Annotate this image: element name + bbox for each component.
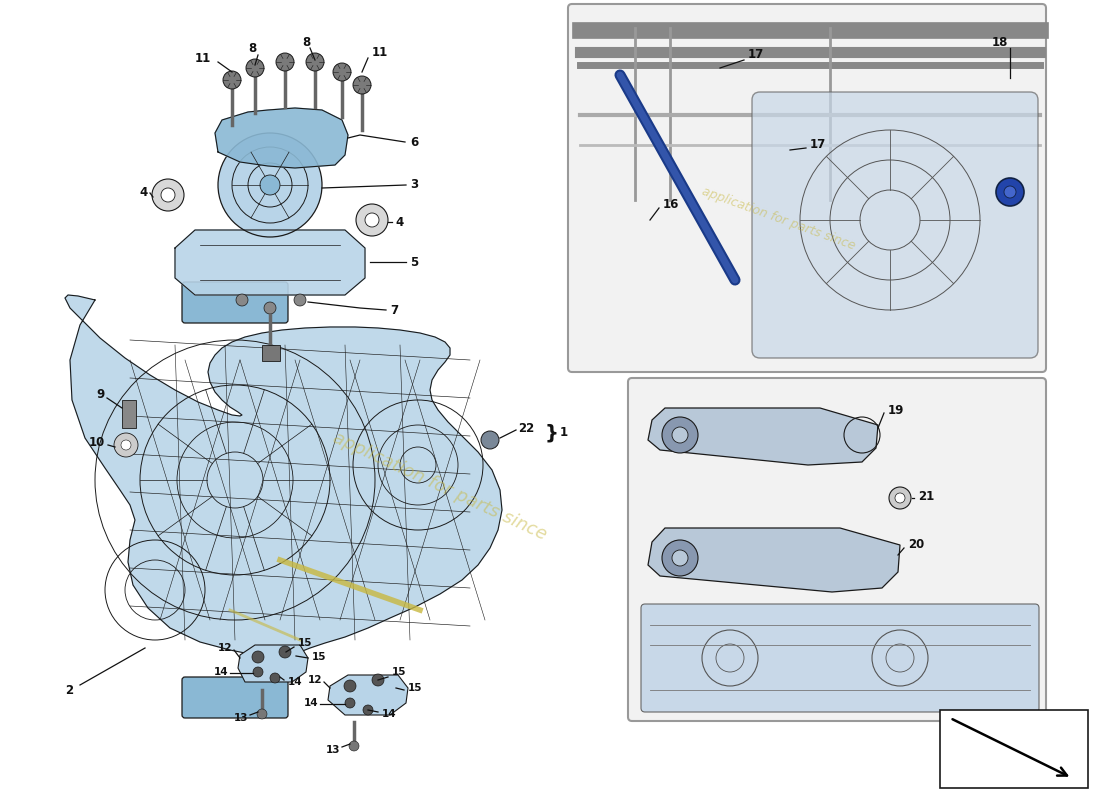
Polygon shape — [214, 108, 348, 168]
Circle shape — [121, 440, 131, 450]
FancyBboxPatch shape — [628, 378, 1046, 721]
Circle shape — [270, 673, 280, 683]
FancyBboxPatch shape — [641, 604, 1040, 712]
Circle shape — [264, 302, 276, 314]
Circle shape — [333, 63, 351, 81]
Text: 10: 10 — [89, 435, 104, 449]
Circle shape — [246, 59, 264, 77]
Text: 7: 7 — [390, 303, 398, 317]
Text: 15: 15 — [392, 667, 407, 677]
Circle shape — [253, 667, 263, 677]
Bar — [940, 710, 1088, 788]
FancyBboxPatch shape — [568, 4, 1046, 372]
Circle shape — [363, 705, 373, 715]
Circle shape — [662, 417, 698, 453]
Circle shape — [345, 698, 355, 708]
Circle shape — [276, 53, 294, 71]
Circle shape — [889, 487, 911, 509]
Polygon shape — [238, 645, 308, 682]
Text: 14: 14 — [288, 677, 302, 687]
Circle shape — [218, 133, 322, 237]
Text: 14: 14 — [382, 709, 397, 719]
Bar — [122, 400, 136, 428]
Polygon shape — [648, 528, 900, 592]
Circle shape — [223, 71, 241, 89]
Text: 6: 6 — [410, 135, 418, 149]
Polygon shape — [328, 675, 408, 715]
Text: 22: 22 — [518, 422, 535, 434]
Circle shape — [344, 680, 356, 692]
Circle shape — [372, 674, 384, 686]
Text: 15: 15 — [312, 652, 327, 662]
Text: 17: 17 — [810, 138, 826, 151]
Text: 12: 12 — [308, 675, 322, 685]
Text: 2: 2 — [65, 683, 73, 697]
Text: 12: 12 — [218, 643, 232, 653]
Circle shape — [306, 53, 324, 71]
Circle shape — [294, 294, 306, 306]
Circle shape — [481, 431, 499, 449]
Text: 19: 19 — [888, 403, 904, 417]
Text: 18: 18 — [991, 35, 1008, 49]
Polygon shape — [648, 408, 878, 465]
FancyBboxPatch shape — [752, 92, 1038, 358]
Text: 14: 14 — [304, 698, 318, 708]
FancyBboxPatch shape — [182, 282, 288, 323]
Text: 20: 20 — [908, 538, 924, 551]
Text: application for parts since: application for parts since — [700, 186, 857, 253]
Text: 3: 3 — [410, 178, 418, 191]
Text: 13: 13 — [326, 745, 340, 755]
Text: 8: 8 — [248, 42, 256, 54]
Circle shape — [356, 204, 388, 236]
Text: 14: 14 — [213, 667, 228, 677]
Circle shape — [114, 433, 138, 457]
Text: 11: 11 — [372, 46, 388, 58]
Circle shape — [1004, 186, 1016, 198]
Circle shape — [236, 294, 248, 306]
Circle shape — [252, 651, 264, 663]
Text: 16: 16 — [663, 198, 680, 211]
FancyBboxPatch shape — [182, 677, 288, 718]
Text: 11: 11 — [195, 51, 211, 65]
Circle shape — [260, 175, 280, 195]
Text: 9: 9 — [97, 389, 104, 402]
Circle shape — [353, 76, 371, 94]
Text: 15: 15 — [408, 683, 422, 693]
Text: 5: 5 — [410, 255, 418, 269]
Circle shape — [672, 550, 688, 566]
Polygon shape — [175, 230, 365, 295]
Circle shape — [996, 178, 1024, 206]
Text: }: } — [544, 423, 559, 442]
Text: 17: 17 — [748, 49, 764, 62]
Text: 15: 15 — [298, 638, 312, 648]
Circle shape — [349, 741, 359, 751]
Text: 1: 1 — [560, 426, 568, 439]
Text: 8: 8 — [302, 35, 310, 49]
Bar — [262, 345, 280, 361]
Circle shape — [895, 493, 905, 503]
Circle shape — [365, 213, 380, 227]
Text: 4: 4 — [395, 215, 404, 229]
Circle shape — [672, 427, 688, 443]
Text: 13: 13 — [233, 713, 248, 723]
Circle shape — [152, 179, 184, 211]
Text: application for parts since: application for parts since — [330, 429, 550, 544]
Circle shape — [257, 709, 267, 719]
Text: 21: 21 — [918, 490, 934, 503]
Circle shape — [662, 540, 698, 576]
Text: 4: 4 — [140, 186, 148, 198]
Polygon shape — [65, 295, 502, 656]
Circle shape — [279, 646, 292, 658]
Circle shape — [161, 188, 175, 202]
